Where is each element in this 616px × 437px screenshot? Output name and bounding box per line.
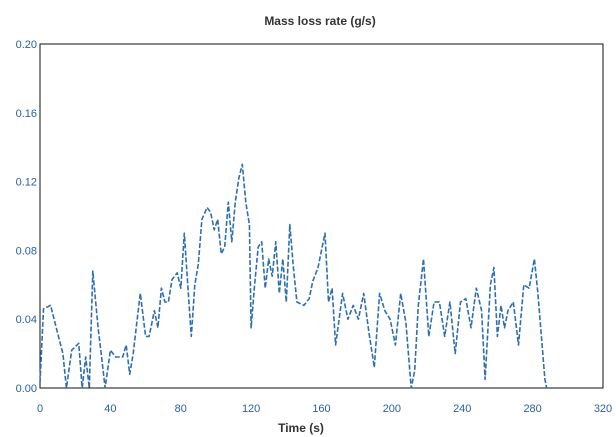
x-tick-label: 280 xyxy=(523,403,541,415)
x-tick-label: 320 xyxy=(594,403,612,415)
series-line-0 xyxy=(39,163,548,389)
plot-frame xyxy=(39,43,604,389)
y-tick-label: 0.00 xyxy=(16,383,37,395)
y-tick-label: 0.04 xyxy=(16,314,37,326)
x-tick-label: 160 xyxy=(312,403,330,415)
x-axis-ticks: 0 40 80 120 160 200 240 280 320 xyxy=(37,403,612,415)
x-tick-label: 40 xyxy=(104,403,116,415)
x-tick-label: 80 xyxy=(175,403,187,415)
x-tick-label: 120 xyxy=(242,403,260,415)
y-tick-label: 0.16 xyxy=(16,108,37,120)
x-tick-label: 0 xyxy=(37,403,43,415)
chart-title: Mass loss rate (g/s) xyxy=(264,14,375,28)
y-tick-label: 0.12 xyxy=(16,177,37,189)
y-tick-label: 0.08 xyxy=(16,245,37,257)
x-tick-label: 200 xyxy=(383,403,401,415)
x-tick-label: 240 xyxy=(453,403,471,415)
y-axis-ticks: 0.00 0.04 0.08 0.12 0.16 0.20 xyxy=(16,39,37,395)
y-tick-label: 0.20 xyxy=(16,39,37,51)
x-axis-label: Time (s) xyxy=(278,421,324,435)
series-layer xyxy=(39,163,548,389)
